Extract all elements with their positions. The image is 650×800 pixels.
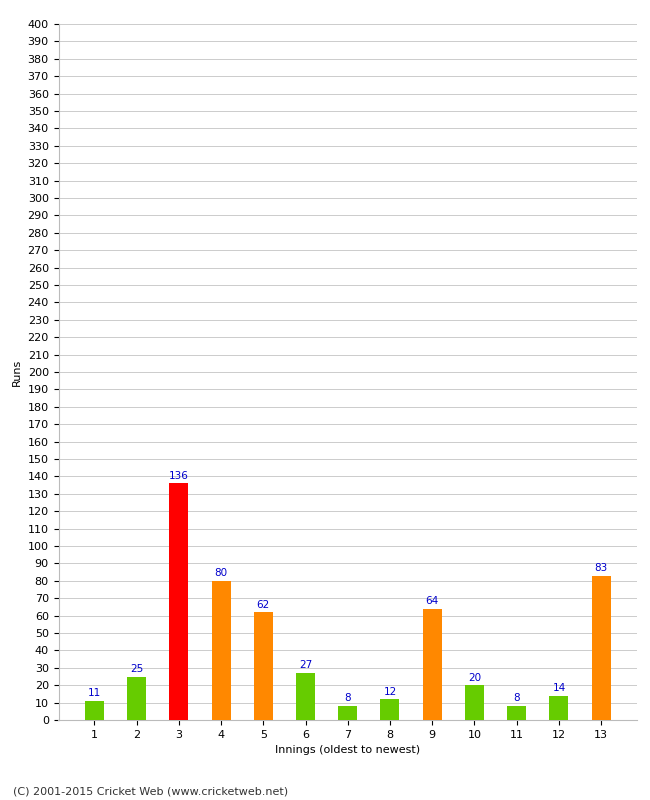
Text: 11: 11 [88,688,101,698]
Bar [465,685,484,720]
Text: 136: 136 [169,470,188,481]
Bar [592,575,611,720]
Text: 27: 27 [299,661,312,670]
Text: 80: 80 [214,568,227,578]
Text: 8: 8 [344,694,351,703]
X-axis label: Innings (oldest to newest): Innings (oldest to newest) [275,746,421,755]
Y-axis label: Runs: Runs [12,358,22,386]
Text: 20: 20 [468,673,481,682]
Bar [338,706,358,720]
Text: 64: 64 [426,596,439,606]
Text: 14: 14 [552,683,566,693]
Bar [127,677,146,720]
Text: (C) 2001-2015 Cricket Web (www.cricketweb.net): (C) 2001-2015 Cricket Web (www.cricketwe… [13,786,288,796]
Bar [549,696,569,720]
Bar [422,609,442,720]
Bar [211,581,231,720]
Bar [169,483,188,720]
Bar [254,612,273,720]
Text: 83: 83 [595,563,608,573]
Bar [507,706,526,720]
Text: 25: 25 [130,664,143,674]
Bar [380,699,400,720]
Text: 62: 62 [257,599,270,610]
Text: 12: 12 [384,686,396,697]
Bar [296,673,315,720]
Bar [84,701,104,720]
Text: 8: 8 [514,694,520,703]
